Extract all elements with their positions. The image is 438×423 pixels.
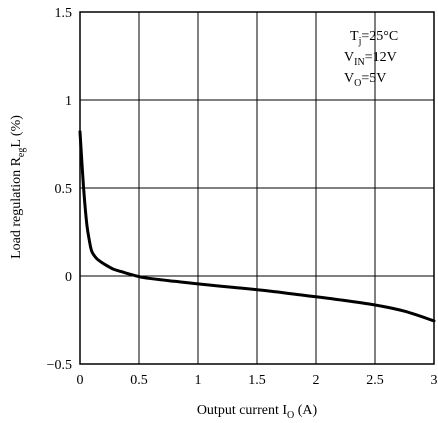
condition-vin: VIN=12V xyxy=(344,50,397,68)
x-tick-label: 2 xyxy=(313,373,320,388)
condition-vo: VO=5V xyxy=(344,71,386,89)
y-tick-label: −0.5 xyxy=(47,358,72,373)
y-tick-label: 0 xyxy=(65,270,72,285)
y-tick-label: 1.5 xyxy=(55,6,73,21)
y-axis-title: Load regulation RegL (%) xyxy=(9,115,27,259)
x-tick-label: 1 xyxy=(195,373,202,388)
y-tick-label: 0.5 xyxy=(55,182,73,197)
x-tick-label: 0 xyxy=(77,373,84,388)
x-tick-label: 3 xyxy=(431,373,438,388)
x-tick-label: 2.5 xyxy=(366,373,384,388)
x-tick-label: 0.5 xyxy=(130,373,148,388)
test-conditions: Tj=25°C VIN=12V VO=5V xyxy=(344,29,398,89)
condition-tj: Tj=25°C xyxy=(350,29,398,47)
y-tick-label: 1 xyxy=(65,94,72,109)
x-axis-title: Output current IO (A) xyxy=(197,403,318,421)
x-tick-label: 1.5 xyxy=(248,373,266,388)
